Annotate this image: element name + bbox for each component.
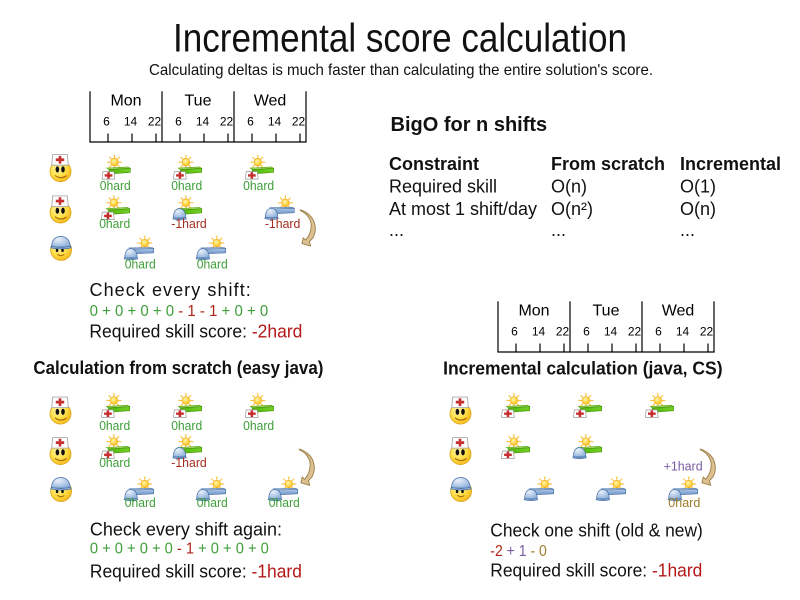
svg-text:0 + 0 + 0 + 0 - 1 + 0 + 0 + 0: 0 + 0 + 0 + 0 - 1 + 0 + 0 + 0	[90, 541, 269, 558]
svg-text:O(n²): O(n²)	[551, 199, 593, 219]
svg-text:Check every shift again:: Check every shift again:	[90, 520, 282, 540]
svg-text:0hard: 0hard	[171, 418, 202, 433]
svg-text:...: ...	[680, 220, 695, 240]
svg-text:Incremental score calculation: Incremental score calculation	[173, 16, 627, 60]
svg-text:From scratch: From scratch	[551, 154, 665, 174]
svg-text:Mon: Mon	[518, 302, 549, 319]
svg-text:BigO for n shifts: BigO for n shifts	[391, 114, 548, 136]
svg-text:14: 14	[124, 115, 138, 129]
svg-text:6: 6	[247, 115, 254, 129]
svg-text:...: ...	[551, 220, 566, 240]
svg-text:Mon: Mon	[110, 92, 141, 109]
svg-text:14: 14	[604, 325, 618, 339]
svg-text:Wed: Wed	[254, 92, 287, 109]
svg-text:Constraint: Constraint	[389, 154, 479, 174]
svg-text:0hard: 0hard	[99, 418, 130, 433]
svg-text:0hard: 0hard	[243, 418, 274, 433]
svg-text:22: 22	[700, 325, 714, 339]
svg-text:0hard: 0hard	[100, 178, 131, 193]
svg-text:0hard: 0hard	[125, 256, 156, 271]
svg-text:6: 6	[511, 325, 518, 339]
svg-text:-1hard: -1hard	[265, 216, 301, 231]
svg-text:+1hard: +1hard	[664, 458, 703, 473]
svg-text:Check one shift (old & new): Check one shift (old & new)	[490, 520, 703, 540]
svg-text:O(n): O(n)	[680, 199, 716, 219]
svg-text:Check every shift:: Check every shift:	[90, 280, 251, 300]
svg-text:...: ...	[389, 220, 404, 240]
svg-text:6: 6	[103, 115, 110, 129]
svg-text:0hard: 0hard	[269, 495, 300, 510]
svg-text:6: 6	[583, 325, 590, 339]
svg-text:14: 14	[532, 325, 546, 339]
svg-text:0hard: 0hard	[125, 495, 156, 510]
svg-text:0hard: 0hard	[197, 495, 228, 510]
svg-text:6: 6	[175, 115, 182, 129]
svg-text:22: 22	[628, 325, 642, 339]
svg-text:Required skill score: -2hard: Required skill score: -2hard	[89, 321, 302, 341]
svg-text:0hard: 0hard	[171, 178, 202, 193]
svg-text:0hard: 0hard	[99, 216, 130, 231]
svg-text:Calculation from scratch (easy: Calculation from scratch (easy java)	[33, 358, 323, 378]
svg-text:0hard: 0hard	[668, 495, 700, 510]
svg-text:14: 14	[268, 115, 282, 129]
svg-text:Tue: Tue	[185, 92, 212, 109]
svg-text:Calculating deltas is much fas: Calculating deltas is much faster than c…	[149, 62, 653, 79]
svg-text:-1hard: -1hard	[171, 455, 207, 470]
svg-text:14: 14	[196, 115, 210, 129]
svg-text:0hard: 0hard	[99, 455, 130, 470]
svg-text:O(n): O(n)	[551, 177, 587, 197]
svg-text:0hard: 0hard	[197, 256, 228, 271]
svg-text:22: 22	[148, 115, 162, 129]
svg-text:22: 22	[220, 115, 234, 129]
svg-text:14: 14	[676, 325, 690, 339]
svg-text:Tue: Tue	[593, 302, 620, 319]
svg-text:0hard: 0hard	[243, 178, 274, 193]
svg-text:Wed: Wed	[662, 302, 695, 319]
svg-text:Incremental calculation (java,: Incremental calculation (java, CS)	[443, 359, 722, 379]
svg-text:22: 22	[292, 115, 306, 129]
svg-text:-1hard: -1hard	[171, 216, 207, 231]
svg-text:6: 6	[655, 325, 662, 339]
svg-text:22: 22	[556, 325, 570, 339]
svg-text:O(1): O(1)	[680, 177, 716, 197]
svg-text:Required skill: Required skill	[389, 177, 497, 197]
svg-text:0 + 0 + 0 + 0 - 1 - 1 + 0 + 0: 0 + 0 + 0 + 0 - 1 - 1 + 0 + 0	[90, 303, 269, 320]
svg-text:Incremental: Incremental	[680, 154, 781, 174]
svg-text:-2 + 1 - 0: -2 + 1 - 0	[490, 543, 547, 560]
svg-text:Required skill score: -1hard: Required skill score: -1hard	[490, 560, 702, 580]
svg-text:Required skill score: -1hard: Required skill score: -1hard	[90, 561, 302, 581]
svg-text:At most 1 shift/day: At most 1 shift/day	[389, 199, 537, 219]
